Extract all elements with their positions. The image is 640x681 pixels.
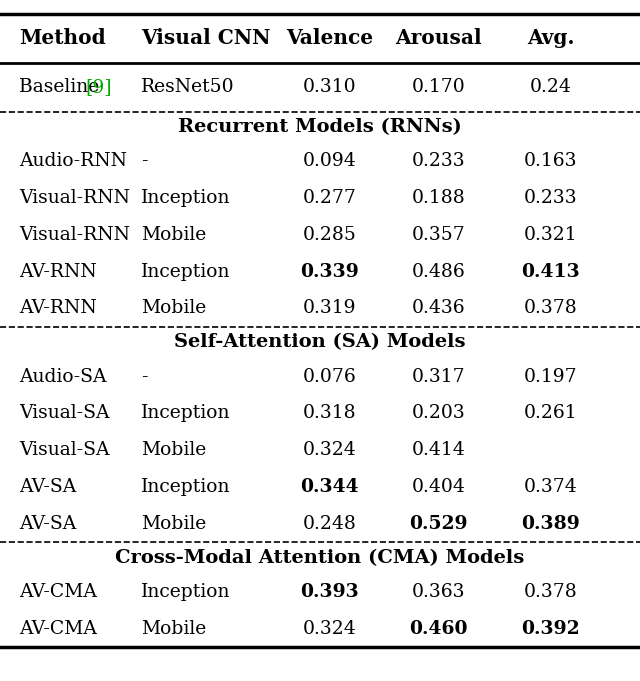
Text: Mobile: Mobile: [141, 226, 206, 244]
Text: Mobile: Mobile: [141, 441, 206, 459]
Text: Cross-Modal Attention (CMA) Models: Cross-Modal Attention (CMA) Models: [115, 549, 525, 567]
Text: 0.460: 0.460: [409, 620, 468, 637]
Text: 0.321: 0.321: [524, 226, 577, 244]
Text: [9]: [9]: [86, 78, 112, 96]
Text: 0.24: 0.24: [529, 78, 572, 96]
Text: ResNet50: ResNet50: [141, 78, 234, 96]
Text: 0.344: 0.344: [300, 478, 359, 496]
Text: 0.436: 0.436: [412, 300, 465, 317]
Text: 0.233: 0.233: [412, 153, 465, 170]
Text: Visual CNN: Visual CNN: [141, 28, 270, 48]
Text: -: -: [141, 153, 147, 170]
Text: 0.392: 0.392: [521, 620, 580, 637]
Text: Inception: Inception: [141, 189, 230, 207]
Text: 0.170: 0.170: [412, 78, 465, 96]
Text: AV-RNN: AV-RNN: [19, 300, 97, 317]
Text: 0.094: 0.094: [303, 153, 356, 170]
Text: Arousal: Arousal: [395, 28, 482, 48]
Text: 0.378: 0.378: [524, 583, 577, 601]
Text: Recurrent Models (RNNs): Recurrent Models (RNNs): [178, 118, 462, 136]
Text: 0.203: 0.203: [412, 405, 465, 422]
Text: Mobile: Mobile: [141, 515, 206, 533]
Text: 0.374: 0.374: [524, 478, 577, 496]
Text: 0.404: 0.404: [412, 478, 465, 496]
Text: Baseline: Baseline: [19, 78, 106, 96]
Text: 0.529: 0.529: [409, 515, 468, 533]
Text: Visual-RNN: Visual-RNN: [19, 189, 130, 207]
Text: 0.317: 0.317: [412, 368, 465, 385]
Text: Visual-SA: Visual-SA: [19, 405, 109, 422]
Text: AV-SA: AV-SA: [19, 515, 76, 533]
Text: 0.389: 0.389: [521, 515, 580, 533]
Text: Mobile: Mobile: [141, 300, 206, 317]
Text: Audio-SA: Audio-SA: [19, 368, 107, 385]
Text: 0.339: 0.339: [300, 263, 359, 281]
Text: 0.248: 0.248: [303, 515, 356, 533]
Text: 0.261: 0.261: [524, 405, 577, 422]
Text: Inception: Inception: [141, 478, 230, 496]
Text: 0.486: 0.486: [412, 263, 465, 281]
Text: Inception: Inception: [141, 583, 230, 601]
Text: Method: Method: [19, 28, 106, 48]
Text: Mobile: Mobile: [141, 620, 206, 637]
Text: 0.188: 0.188: [412, 189, 465, 207]
Text: 0.324: 0.324: [303, 441, 356, 459]
Text: Visual-RNN: Visual-RNN: [19, 226, 130, 244]
Text: 0.285: 0.285: [303, 226, 356, 244]
Text: 0.163: 0.163: [524, 153, 577, 170]
Text: 0.277: 0.277: [303, 189, 356, 207]
Text: AV-SA: AV-SA: [19, 478, 76, 496]
Text: AV-CMA: AV-CMA: [19, 583, 97, 601]
Text: 0.233: 0.233: [524, 189, 577, 207]
Text: Inception: Inception: [141, 405, 230, 422]
Text: Inception: Inception: [141, 263, 230, 281]
Text: Avg.: Avg.: [527, 28, 574, 48]
Text: Visual-SA: Visual-SA: [19, 441, 109, 459]
Text: 0.310: 0.310: [303, 78, 356, 96]
Text: 0.393: 0.393: [300, 583, 359, 601]
Text: 0.378: 0.378: [524, 300, 577, 317]
Text: Audio-RNN: Audio-RNN: [19, 153, 127, 170]
Text: 0.076: 0.076: [303, 368, 356, 385]
Text: -: -: [141, 368, 147, 385]
Text: 0.197: 0.197: [524, 368, 577, 385]
Text: 0.318: 0.318: [303, 405, 356, 422]
Text: 0.319: 0.319: [303, 300, 356, 317]
Text: 0.413: 0.413: [521, 263, 580, 281]
Text: AV-RNN: AV-RNN: [19, 263, 97, 281]
Text: 0.414: 0.414: [412, 441, 465, 459]
Text: Valence: Valence: [286, 28, 373, 48]
Text: 0.357: 0.357: [412, 226, 465, 244]
Text: 0.324: 0.324: [303, 620, 356, 637]
Text: 0.363: 0.363: [412, 583, 465, 601]
Text: Self-Attention (SA) Models: Self-Attention (SA) Models: [174, 334, 466, 351]
Text: AV-CMA: AV-CMA: [19, 620, 97, 637]
